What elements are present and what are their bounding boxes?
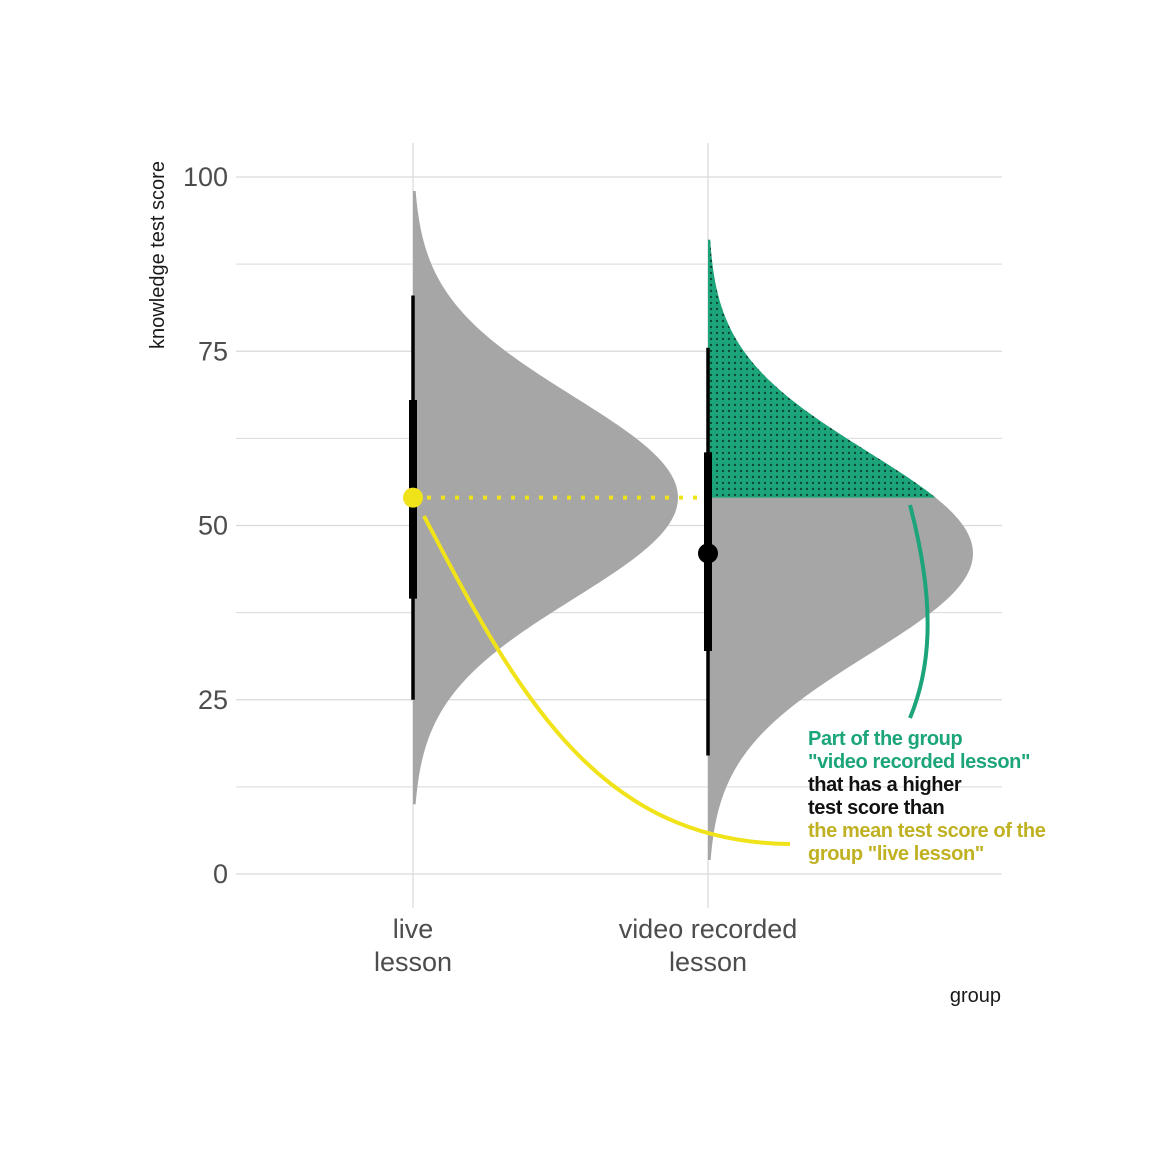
y-tick-label: 50 [198,511,228,541]
annotation-curve-live [422,515,791,846]
x-tick-label: video recorded [619,914,798,944]
density-live-lesson [413,190,678,805]
annotation-line-3: that has a higher [808,774,962,796]
highlight-dots [708,239,936,498]
annotation-layer [422,495,930,846]
point-estimate [698,543,718,564]
y-tick-label: 25 [198,685,228,715]
x-tick-label: live [393,914,434,944]
y-tick-label: 0 [213,859,228,889]
annotation-text: Part of the group "video recorded lesson… [808,728,1046,866]
x-axis-title: group [950,985,1001,1007]
annotation-line-2: "video recorded lesson" [808,751,1031,773]
y-tick-label: 100 [183,162,228,192]
y-tick-label: 75 [198,336,228,366]
annotation-curve-video [908,504,930,719]
x-tick-label: lesson [669,947,747,977]
density-layer [413,190,973,861]
annotation-line-5: the mean test score of the [808,820,1046,842]
x-tick-label: lesson [374,947,452,977]
point-estimate [403,487,423,508]
interval-layer [403,295,718,756]
y-axis-title: knowledge test score [147,161,169,349]
annotation-line-1: Part of the group [808,728,963,750]
annotation-line-6: group "live lesson" [808,843,984,865]
annotation-line-4: test score than [808,797,945,819]
